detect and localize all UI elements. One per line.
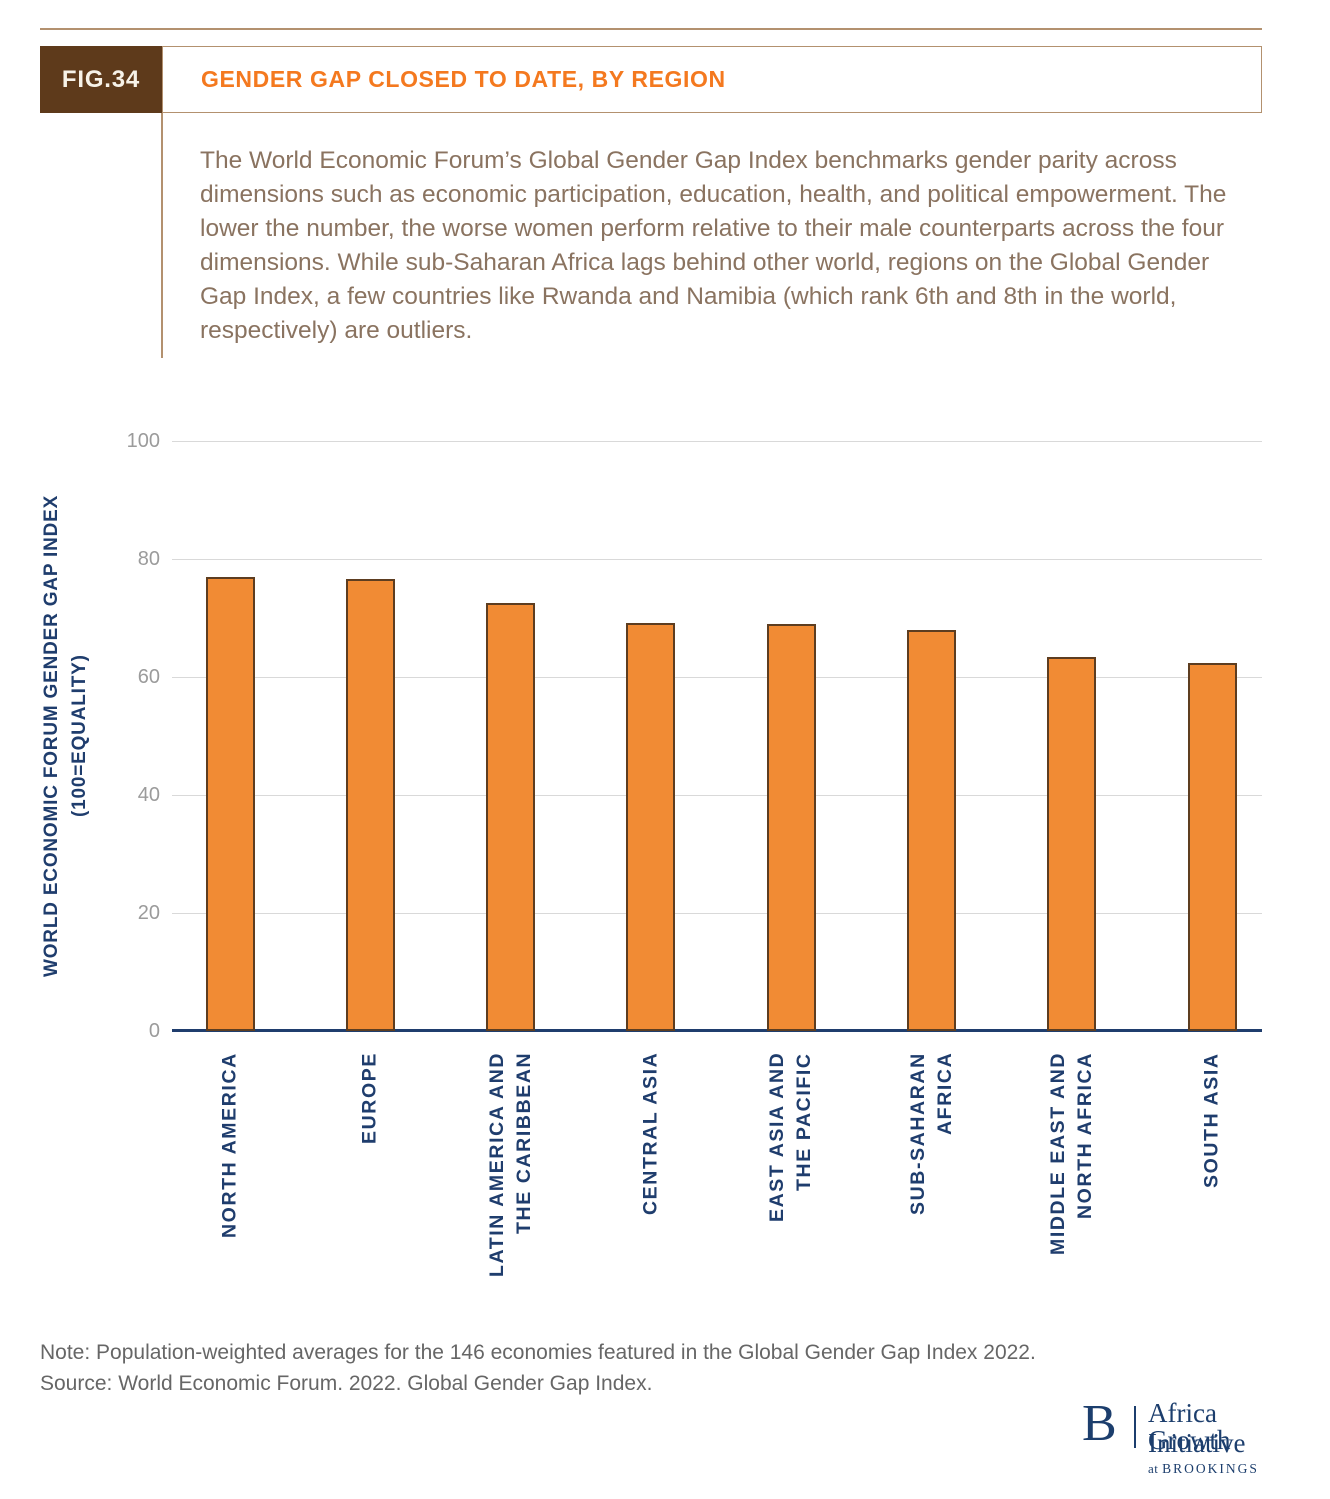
y-tick-label-40: 40 [137,784,160,806]
logo-at-brookings: at BROOKINGS [1148,1461,1259,1477]
top-rule [40,28,1262,30]
chart-note: Note: Population-weighted averages for t… [40,1341,1036,1364]
x-category-label-central-asia: CENTRAL ASIA [639,1052,662,1216]
logo-divider [1134,1406,1136,1448]
bar-north-america [206,577,255,1031]
x-category-label-north-america: NORTH AMERICA [218,1052,241,1238]
figure-title: GENDER GAP CLOSED TO DATE, BY REGION [201,66,726,92]
y-axis-title: WORLD ECONOMIC FORUM GENDER GAP INDEX (1… [41,494,90,978]
bar-east-asia-and-the-pacific [767,624,816,1031]
logo-brookings: BROOKINGS [1162,1461,1259,1476]
figure-number-box: FIG.34 [40,46,162,113]
brookings-logo: B Africa Growth Initiative at BROOKINGS [1082,1398,1292,1478]
chart-source: Source: World Economic Forum. 2022. Glob… [40,1372,653,1395]
y-tick-label-100: 100 [126,430,160,452]
figure-number: FIG.34 [61,65,141,93]
x-category-label-sub-saharan-africa: SUB-SAHARAN AFRICA [907,1052,956,1215]
logo-initiative: Initiative [1148,1428,1246,1458]
figure-title-box: GENDER GAP CLOSED TO DATE, BY REGION [162,46,1262,113]
x-axis-line [172,1029,1262,1032]
bar-europe [346,579,395,1031]
x-category-label-east-asia-and-the-pacific: EAST ASIA AND THE PACIFIC [766,1052,815,1223]
logo-at: at [1148,1461,1163,1476]
y-tick-label-60: 60 [137,666,160,688]
x-category-label-south-asia: SOUTH ASIA [1200,1052,1223,1188]
bar-central-asia [626,623,675,1031]
x-category-label-europe: EUROPE [358,1052,381,1144]
description-vertical-rule [161,113,163,358]
y-tick-label-0: 0 [148,1020,160,1042]
bar-sub-saharan-africa [907,630,956,1031]
bar-latin-america-and-the-caribbean [486,603,535,1031]
brookings-b-icon: B [1082,1395,1117,1452]
logo-africa-growth: Africa Growth [1148,1398,1231,1455]
gridline-80 [172,559,1262,560]
gridline-40 [172,795,1262,796]
x-category-label-latin-america-and-the-caribbean: LATIN AMERICA AND THE CARIBBEAN [486,1052,535,1278]
x-category-label-middle-east-and-north-africa: MIDDLE EAST AND NORTH AFRICA [1047,1052,1096,1256]
figure-description: The World Economic Forum’s Global Gender… [200,147,1227,344]
y-tick-label-20: 20 [137,902,160,924]
bar-middle-east-and-north-africa [1047,657,1096,1031]
gridline-100 [172,441,1262,442]
gridline-60 [172,677,1262,678]
y-tick-label-80: 80 [137,548,160,570]
bar-south-asia [1188,663,1237,1031]
gridline-20 [172,913,1262,914]
